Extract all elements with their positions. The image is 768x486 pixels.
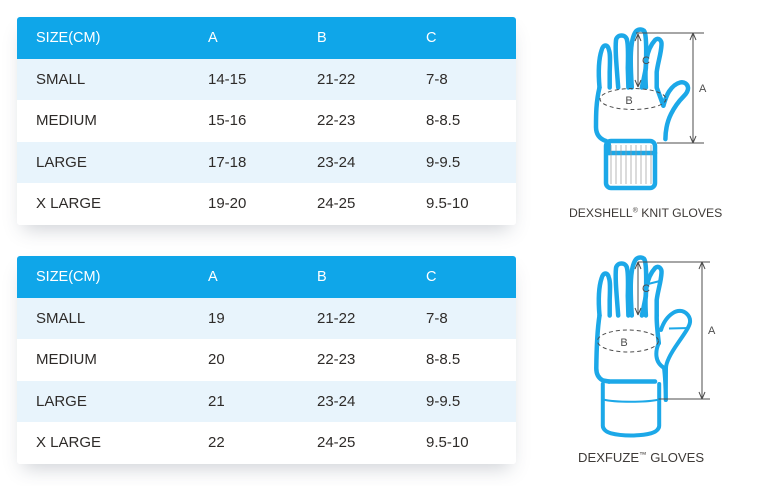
- svg-text:DEXFUZE™ GLOVES: DEXFUZE™ GLOVES: [578, 450, 704, 465]
- svg-text:C: C: [642, 55, 650, 67]
- svg-text:B: B: [625, 95, 632, 107]
- svg-text:C: C: [642, 283, 650, 295]
- svg-text:B: B: [620, 337, 627, 349]
- svg-text:A: A: [699, 83, 707, 95]
- svg-text:A: A: [708, 325, 716, 337]
- svg-text:DEXSHELL® KNIT GLOVES: DEXSHELL® KNIT GLOVES: [569, 206, 722, 220]
